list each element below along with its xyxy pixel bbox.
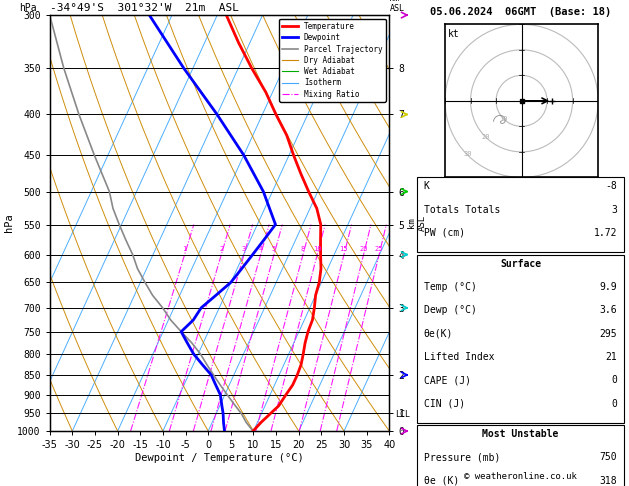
Bar xyxy=(417,255,624,423)
Text: 0: 0 xyxy=(611,375,618,385)
Text: 318: 318 xyxy=(600,476,618,486)
X-axis label: Dewpoint / Temperature (°C): Dewpoint / Temperature (°C) xyxy=(135,453,304,463)
Y-axis label: km
ASL: km ASL xyxy=(407,215,426,231)
Text: © weatheronline.co.uk: © weatheronline.co.uk xyxy=(464,472,577,481)
Text: 05.06.2024  06GMT  (Base: 18): 05.06.2024 06GMT (Base: 18) xyxy=(430,7,611,17)
Text: 3: 3 xyxy=(242,246,246,253)
Text: Totals Totals: Totals Totals xyxy=(423,205,500,215)
Text: 21: 21 xyxy=(606,352,618,362)
Text: PW (cm): PW (cm) xyxy=(423,228,465,238)
Text: 3: 3 xyxy=(611,205,618,215)
Text: 10: 10 xyxy=(313,246,321,253)
Text: -8: -8 xyxy=(606,181,618,191)
Text: 20: 20 xyxy=(482,134,490,139)
Bar xyxy=(417,177,624,252)
Text: Dewp (°C): Dewp (°C) xyxy=(423,305,476,315)
Text: 0: 0 xyxy=(611,399,618,409)
Text: Surface: Surface xyxy=(500,259,541,269)
Text: 10: 10 xyxy=(499,116,508,122)
Bar xyxy=(417,425,624,486)
Text: CIN (J): CIN (J) xyxy=(423,399,465,409)
Text: 9.9: 9.9 xyxy=(600,282,618,292)
Y-axis label: hPa: hPa xyxy=(4,214,14,232)
Text: CAPE (J): CAPE (J) xyxy=(423,375,470,385)
Text: 1.72: 1.72 xyxy=(594,228,618,238)
Text: K: K xyxy=(423,181,430,191)
Text: 295: 295 xyxy=(600,329,618,339)
Text: 1: 1 xyxy=(182,246,187,253)
Text: 3.6: 3.6 xyxy=(600,305,618,315)
Text: -34°49'S  301°32'W  21m  ASL: -34°49'S 301°32'W 21m ASL xyxy=(50,3,238,13)
Text: Most Unstable: Most Unstable xyxy=(482,429,559,439)
Text: 8: 8 xyxy=(301,246,305,253)
Text: θe(K): θe(K) xyxy=(423,329,453,339)
Text: 4: 4 xyxy=(259,246,263,253)
Text: 2: 2 xyxy=(219,246,223,253)
Text: 25: 25 xyxy=(375,246,383,253)
Text: 30: 30 xyxy=(464,152,472,157)
Text: LCL: LCL xyxy=(395,410,410,419)
Text: Temp (°C): Temp (°C) xyxy=(423,282,476,292)
Text: 750: 750 xyxy=(600,452,618,463)
Text: 5: 5 xyxy=(272,246,276,253)
Text: km
ASL: km ASL xyxy=(389,0,404,13)
Legend: Temperature, Dewpoint, Parcel Trajectory, Dry Adiabat, Wet Adiabat, Isotherm, Mi: Temperature, Dewpoint, Parcel Trajectory… xyxy=(279,19,386,102)
Text: hPa: hPa xyxy=(19,3,36,13)
Text: 15: 15 xyxy=(340,246,348,253)
Text: kt: kt xyxy=(448,29,460,39)
Text: 20: 20 xyxy=(359,246,367,253)
Text: θe (K): θe (K) xyxy=(423,476,459,486)
Text: Pressure (mb): Pressure (mb) xyxy=(423,452,500,463)
Text: Lifted Index: Lifted Index xyxy=(423,352,494,362)
